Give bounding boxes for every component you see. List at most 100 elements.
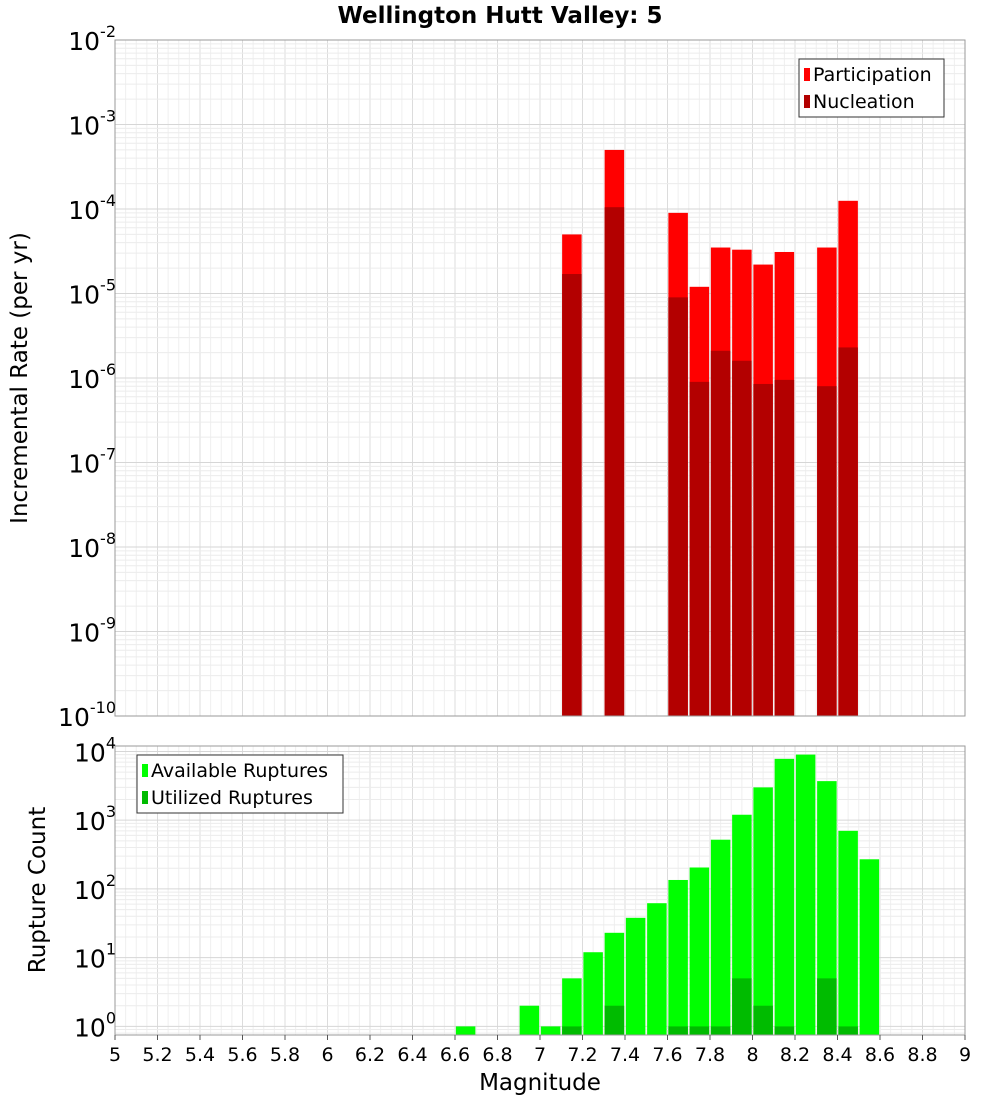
bar-available-ruptures xyxy=(817,781,837,1035)
bar-utilized-ruptures xyxy=(774,1026,795,1035)
legend-label: Nucleation xyxy=(813,91,915,113)
bar-available-ruptures xyxy=(455,1026,476,1035)
x-tick-label: 7.2 xyxy=(567,1044,597,1066)
rupture-count-axis-label: Rupture Count xyxy=(25,807,51,973)
x-tick-label: 7.6 xyxy=(652,1044,682,1066)
y-tick-label: 102 xyxy=(74,871,116,905)
bar-available-ruptures xyxy=(647,903,667,1035)
y-tick-exponent: -3 xyxy=(100,107,116,126)
bar-available-ruptures xyxy=(540,1026,561,1035)
y-tick-exponent: -4 xyxy=(100,191,116,210)
y-tick-label: 100 xyxy=(74,1008,116,1042)
x-tick-label: 8 xyxy=(746,1044,758,1066)
bar-utilized-ruptures xyxy=(668,1026,688,1035)
y-tick-exponent: -10 xyxy=(90,698,116,717)
y-tick-base: 10 xyxy=(68,196,100,225)
bar-available-ruptures xyxy=(625,917,646,1035)
y-tick-label: 103 xyxy=(74,802,116,836)
y-tick-base: 10 xyxy=(68,365,100,394)
bar-available-ruptures xyxy=(838,830,858,1035)
bar-available-ruptures xyxy=(774,758,795,1035)
bar-utilized-ruptures xyxy=(710,1026,731,1035)
bar-nucleation xyxy=(604,207,625,716)
legend-swatch xyxy=(804,68,810,81)
x-tick-label: 6.4 xyxy=(397,1044,427,1066)
x-tick-label: 6.2 xyxy=(355,1044,385,1066)
bar-utilized-ruptures xyxy=(817,978,837,1035)
chart-title: Wellington Hutt Valley: 5 xyxy=(337,3,662,29)
bar-available-ruptures xyxy=(668,879,688,1035)
y-tick-exponent: -6 xyxy=(100,360,116,379)
legend-swatch xyxy=(142,764,148,777)
legend-box xyxy=(798,58,945,118)
x-tick-label: 7.4 xyxy=(610,1044,640,1066)
rate-panel: 10-210-310-410-510-610-710-810-910-10Par… xyxy=(58,22,966,732)
y-tick-label: 10-7 xyxy=(68,445,116,479)
legend-label: Participation xyxy=(813,64,932,86)
y-tick-label: 10-3 xyxy=(68,107,116,141)
y-tick-exponent: -8 xyxy=(100,529,116,548)
y-tick-base: 10 xyxy=(74,1013,106,1042)
bar-nucleation xyxy=(562,274,582,716)
bar-utilized-ruptures xyxy=(753,1005,773,1035)
bar-available-ruptures xyxy=(689,867,710,1035)
bar-utilized-ruptures xyxy=(732,978,752,1035)
rate-axis-label: Incremental Rate (per yr) xyxy=(7,232,33,524)
bar-available-ruptures xyxy=(859,859,880,1035)
bar-available-ruptures xyxy=(583,952,603,1035)
y-tick-label: 10-10 xyxy=(58,698,116,732)
y-tick-label: 10-4 xyxy=(68,191,116,225)
bar-available-ruptures xyxy=(710,839,731,1035)
bar-available-ruptures xyxy=(519,1005,540,1035)
bar-nucleation xyxy=(668,297,688,716)
bar-available-ruptures xyxy=(562,978,582,1035)
y-tick-exponent: 4 xyxy=(106,733,116,752)
y-tick-exponent: 2 xyxy=(106,871,116,890)
y-tick-base: 10 xyxy=(74,738,106,767)
bar-nucleation xyxy=(817,386,837,716)
y-tick-base: 10 xyxy=(58,703,90,732)
y-tick-exponent: -7 xyxy=(100,445,116,464)
x-tick-label: 9 xyxy=(959,1044,971,1066)
x-tick-label: 5 xyxy=(109,1044,121,1066)
y-tick-base: 10 xyxy=(68,112,100,141)
x-tick-label: 8.4 xyxy=(822,1044,852,1066)
y-tick-label: 104 xyxy=(74,733,116,767)
bar-nucleation xyxy=(732,360,752,716)
y-tick-base: 10 xyxy=(68,450,100,479)
magnitude-axis-label: Magnitude xyxy=(479,1070,601,1096)
y-tick-label: 10-5 xyxy=(68,276,116,310)
plot-border xyxy=(114,39,966,717)
x-tick-label: 8.8 xyxy=(907,1044,937,1066)
bar-utilized-ruptures xyxy=(689,1026,710,1035)
y-tick-base: 10 xyxy=(74,876,106,905)
legend-label: Utilized Ruptures xyxy=(151,787,313,809)
x-tick-label: 6 xyxy=(321,1044,333,1066)
y-tick-exponent: 1 xyxy=(106,940,116,959)
legend-label: Available Ruptures xyxy=(151,760,328,782)
bar-available-ruptures xyxy=(753,787,773,1035)
x-tick-label: 5.2 xyxy=(142,1044,172,1066)
bar-nucleation xyxy=(774,379,795,716)
x-tick-label: 5.6 xyxy=(227,1044,257,1066)
x-tick-label: 8.2 xyxy=(780,1044,810,1066)
bar-available-ruptures xyxy=(795,754,816,1035)
bar-nucleation xyxy=(710,350,731,716)
legend-swatch xyxy=(804,95,810,108)
bar-nucleation xyxy=(689,381,710,716)
y-tick-exponent: -5 xyxy=(100,276,116,295)
y-tick-base: 10 xyxy=(68,281,100,310)
x-tick-label: 5.4 xyxy=(185,1044,215,1066)
bar-utilized-ruptures xyxy=(604,1005,625,1035)
y-tick-base: 10 xyxy=(68,27,100,56)
y-tick-base: 10 xyxy=(74,945,106,974)
y-tick-base: 10 xyxy=(68,534,100,563)
y-tick-exponent: -2 xyxy=(100,22,116,41)
y-tick-label: 10-6 xyxy=(68,360,116,394)
y-tick-label: 10-9 xyxy=(68,614,116,648)
bar-nucleation xyxy=(753,383,773,716)
bar-utilized-ruptures xyxy=(838,1026,858,1035)
x-tick-label: 7 xyxy=(534,1044,546,1066)
